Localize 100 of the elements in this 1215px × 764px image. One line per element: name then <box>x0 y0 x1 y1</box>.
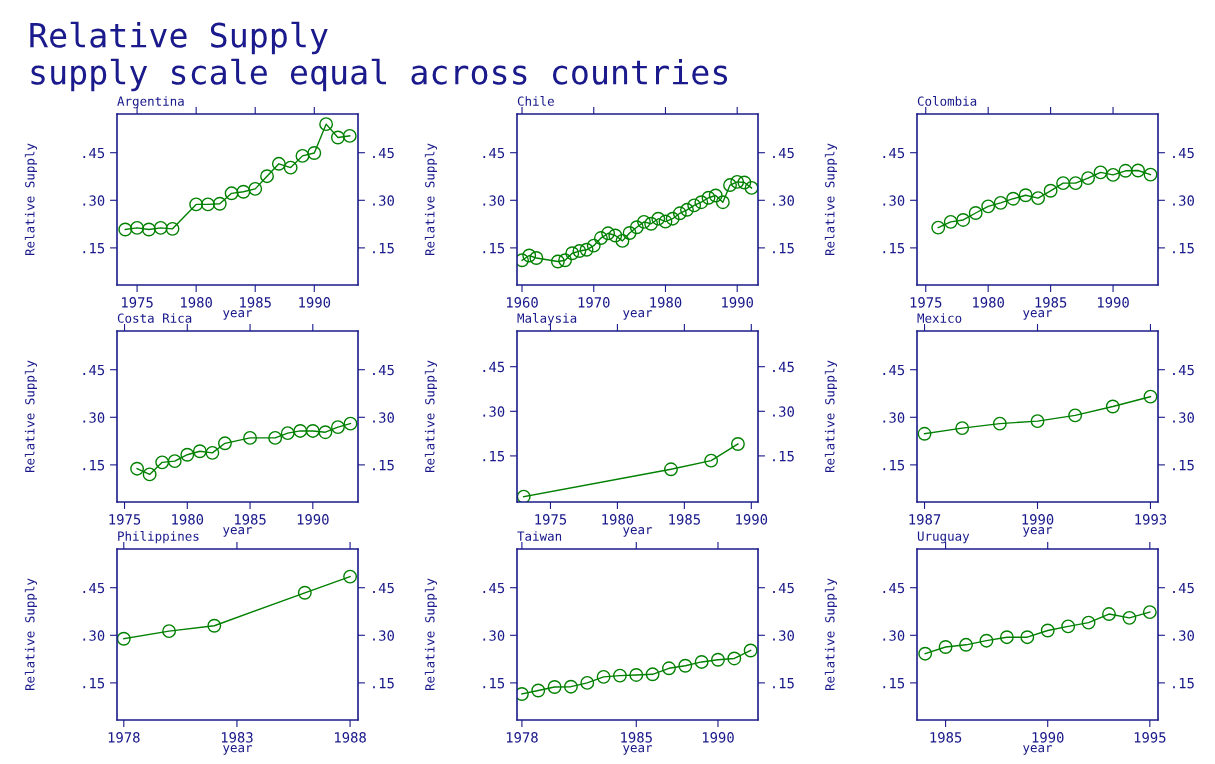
x-tick-label: 1995 <box>1134 732 1166 743</box>
point <box>637 214 651 229</box>
point <box>596 669 611 684</box>
point <box>153 220 168 235</box>
point <box>694 654 709 669</box>
chart-title: Argentina <box>117 96 184 109</box>
point <box>130 220 145 235</box>
point <box>981 199 996 214</box>
point <box>1105 399 1120 414</box>
y-tick-label: .15 <box>83 460 105 471</box>
point <box>644 216 659 231</box>
point <box>529 251 544 265</box>
chart-title: Philippines <box>118 531 199 544</box>
point <box>130 461 145 476</box>
point <box>1142 605 1157 620</box>
y-axis-title: Relative Supply <box>824 360 837 473</box>
point <box>260 169 274 184</box>
x-tick-label: 1990 <box>1032 732 1064 743</box>
x-tick-label: 1970 <box>578 297 610 308</box>
y2-tick-label: .15 <box>773 678 794 689</box>
x-tick-label: 1975 <box>109 514 141 525</box>
y-tick-label: .45 <box>883 147 905 159</box>
y2-tick-label: .15 <box>773 451 794 462</box>
chart-title: Uruguay <box>917 531 970 544</box>
y-tick-label: .45 <box>883 364 905 376</box>
y-tick-label: .45 <box>83 364 105 376</box>
point <box>580 675 595 690</box>
point <box>622 226 637 240</box>
y2-tick-label: .15 <box>1173 243 1194 254</box>
point <box>342 128 357 143</box>
y-tick-label: .45 <box>83 582 105 594</box>
point <box>645 667 660 682</box>
x-tick-label: 1980 <box>602 514 634 525</box>
point <box>744 180 758 195</box>
point <box>672 206 687 221</box>
x-tick-label: 1978 <box>108 732 140 743</box>
y2-tick-label: .30 <box>773 406 794 417</box>
y-tick-label: .45 <box>483 147 505 159</box>
y2-tick-label: .45 <box>1173 364 1194 376</box>
y2-tick-label: .30 <box>1173 195 1194 206</box>
y-tick-label: .30 <box>883 412 905 423</box>
y2-tick-label: .45 <box>1173 147 1194 159</box>
y-tick-label: .45 <box>483 582 505 594</box>
point <box>330 420 345 435</box>
x-tick-label: 1988 <box>335 732 366 743</box>
y-tick-label: .30 <box>83 630 105 641</box>
chart-title: Chile <box>517 96 554 106</box>
point <box>192 444 207 459</box>
point <box>955 421 970 436</box>
point <box>318 425 333 440</box>
point <box>680 202 694 217</box>
y2-tick-label: .45 <box>773 147 794 159</box>
point <box>1056 176 1071 191</box>
y-tick-label: .15 <box>483 451 505 462</box>
point <box>993 195 1008 210</box>
y-axis-title: Relative Supply <box>424 360 437 473</box>
y-axis-title: Relative Supply <box>424 578 437 691</box>
x-tick-label: 1990 <box>722 297 754 308</box>
x-tick-label: 1980 <box>181 297 212 308</box>
y2-tick-label: .15 <box>1173 460 1194 471</box>
point <box>343 569 358 584</box>
point <box>1061 619 1076 634</box>
y-tick-label: .15 <box>883 678 905 689</box>
point <box>938 640 953 654</box>
point <box>1081 171 1096 186</box>
y2-tick-label: .15 <box>373 460 394 471</box>
y-tick-label: .15 <box>883 460 905 471</box>
x-tick-label: 1990 <box>736 514 768 525</box>
point <box>165 221 180 236</box>
y2-tick-label: .30 <box>373 412 394 423</box>
x-tick-label: 1990 <box>1022 514 1054 525</box>
point <box>248 181 263 196</box>
point <box>992 416 1007 431</box>
point <box>737 175 752 190</box>
chart-title: Malaysia <box>517 313 577 326</box>
y2-tick-label: .30 <box>1173 630 1194 641</box>
point <box>1093 165 1108 180</box>
chart-title: Mexico <box>917 313 962 323</box>
point <box>189 197 204 212</box>
point <box>319 117 334 132</box>
y2-tick-label: .15 <box>373 243 394 254</box>
point <box>563 679 578 694</box>
point <box>271 156 286 171</box>
point <box>558 253 573 268</box>
x-tick-label: 1990 <box>702 732 734 743</box>
point <box>1081 615 1096 630</box>
x-tick-label: 1990 <box>1097 297 1129 308</box>
point <box>615 233 630 248</box>
y-tick-label: .30 <box>483 406 505 417</box>
point <box>118 222 133 237</box>
point <box>218 436 232 451</box>
point <box>572 244 587 258</box>
point <box>1068 408 1083 423</box>
point <box>167 454 182 469</box>
point <box>629 668 644 682</box>
point <box>297 585 312 600</box>
chart-title: Colombia <box>917 96 977 106</box>
point <box>1143 389 1158 404</box>
point <box>243 430 257 445</box>
point <box>117 631 131 646</box>
